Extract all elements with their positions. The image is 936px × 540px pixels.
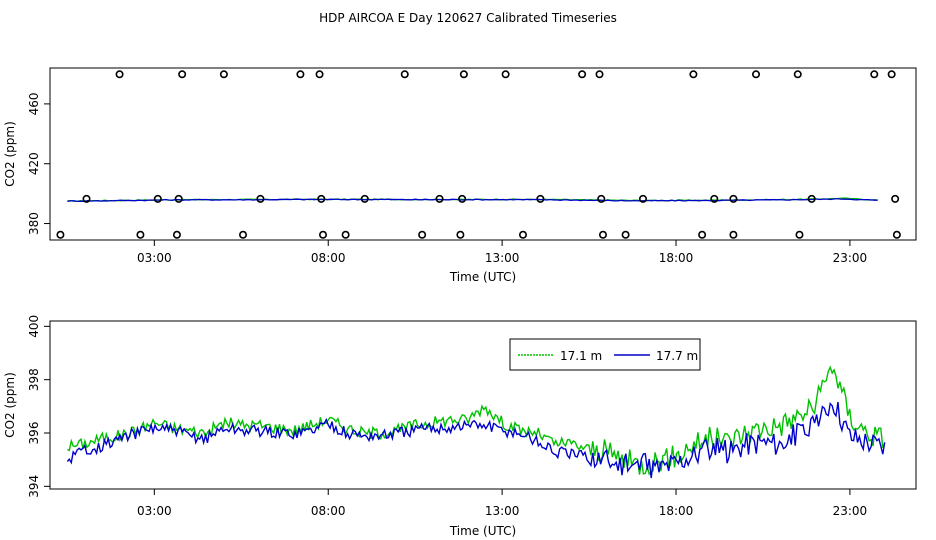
top-y-tick-label-2: 460 — [27, 92, 41, 115]
top-y-axis-label: CO2 (ppm) — [3, 121, 17, 187]
calibration-point-low-4 — [319, 230, 328, 239]
bottom-series-line-0 — [67, 365, 886, 476]
top-y-tick-label-1: 420 — [27, 152, 41, 175]
calibration-point-mid-5 — [360, 194, 369, 203]
calibration-point-high-8 — [578, 70, 587, 79]
calibration-point-low-8 — [518, 230, 527, 239]
calibration-point-low-10 — [621, 230, 630, 239]
legend-box — [509, 338, 701, 371]
bottom-y-tick-label-1: 396 — [27, 422, 41, 445]
calibration-point-low-12 — [729, 230, 738, 239]
bottom-y-axis: 394 396 398 400 — [27, 315, 50, 498]
calibration-point-high-6 — [459, 70, 468, 79]
calibration-point-low-9 — [598, 230, 607, 239]
calibration-point-high-7 — [501, 70, 510, 79]
calibration-point-low-2 — [172, 230, 181, 239]
calibration-point-low-1 — [136, 230, 145, 239]
calibration-point-high-9 — [595, 70, 604, 79]
bottom-chart-panel: 03:00 08:00 13:00 18:00 23:00 394 396 398 400 T… — [3, 315, 917, 538]
top-y-axis: 380 420 460 — [27, 92, 50, 235]
top-series-group — [67, 197, 878, 203]
legend-label-17-1m: 17.1 m — [560, 349, 602, 363]
calibration-point-mid-13 — [807, 194, 816, 203]
top-x-axis: 03:00 08:00 13:00 18:00 23:00 — [137, 240, 867, 265]
top-calibration-points — [56, 70, 901, 239]
bottom-y-tick-label-2: 398 — [27, 368, 41, 391]
calibration-point-mid-4 — [317, 194, 326, 203]
bottom-y-axis-label: CO2 (ppm) — [3, 372, 17, 438]
calibration-point-low-6 — [418, 230, 427, 239]
calibration-point-mid-2 — [174, 194, 183, 203]
calibration-point-mid-1 — [153, 194, 162, 203]
calibration-point-mid-14 — [891, 194, 900, 203]
bottom-x-axis-label: Time (UTC) — [449, 524, 516, 538]
bottom-plot-frame — [49, 320, 917, 490]
bottom-x-tick-label-3: 18:00 — [659, 504, 694, 518]
calibration-point-mid-6 — [435, 194, 444, 203]
page-title: HDP AIRCOA E Day 120627 Calibrated Times… — [319, 11, 617, 25]
calibration-point-low-7 — [456, 230, 465, 239]
top-x-tick-label-2: 13:00 — [485, 251, 520, 265]
calibration-point-mid-3 — [256, 194, 265, 203]
calibration-point-mid-10 — [638, 194, 647, 203]
legend-label-17-7m: 17.7 m — [656, 349, 698, 363]
calibration-point-high-2 — [219, 70, 228, 79]
calibration-point-high-1 — [178, 70, 187, 79]
bottom-x-axis: 03:00 08:00 13:00 18:00 23:00 — [137, 489, 867, 518]
calibration-point-mid-8 — [536, 194, 545, 203]
calibration-point-high-3 — [296, 70, 305, 79]
calibration-point-mid-12 — [729, 194, 738, 203]
calibration-point-high-10 — [689, 70, 698, 79]
bottom-x-tick-label-1: 08:00 — [311, 504, 346, 518]
calibration-point-low-14 — [892, 230, 901, 239]
calibration-point-low-13 — [795, 230, 804, 239]
bottom-x-tick-label-2: 13:00 — [485, 504, 520, 518]
top-y-tick-label-0: 380 — [27, 212, 41, 235]
top-x-tick-label-1: 08:00 — [311, 251, 346, 265]
top-x-tick-label-4: 23:00 — [833, 251, 868, 265]
calibration-point-mid-9 — [597, 194, 606, 203]
calibration-point-low-0 — [56, 230, 65, 239]
calibration-point-high-4 — [315, 70, 324, 79]
calibration-point-high-14 — [887, 70, 896, 79]
top-plot-frame — [49, 67, 917, 241]
bottom-series-group — [66, 365, 886, 479]
bottom-y-tick-label-3: 400 — [27, 315, 41, 338]
calibration-point-high-13 — [870, 70, 879, 79]
calibration-point-high-11 — [752, 70, 761, 79]
bottom-x-tick-label-0: 03:00 — [137, 504, 172, 518]
calibration-point-high-12 — [793, 70, 802, 79]
calibration-point-mid-11 — [710, 194, 719, 203]
calibration-point-low-5 — [341, 230, 350, 239]
top-x-tick-label-3: 18:00 — [659, 251, 694, 265]
calibration-point-low-3 — [239, 230, 248, 239]
calibration-point-low-11 — [698, 230, 707, 239]
legend: 17.1 m 17.7 m — [509, 338, 701, 371]
top-x-axis-label: Time (UTC) — [449, 270, 516, 284]
top-x-tick-label-0: 03:00 — [137, 251, 172, 265]
bottom-y-tick-label-0: 394 — [27, 475, 41, 498]
bottom-x-tick-label-4: 23:00 — [833, 504, 868, 518]
calibration-point-mid-7 — [458, 194, 467, 203]
top-series-line-1 — [67, 197, 878, 203]
bottom-series-line-1 — [66, 401, 886, 479]
calibration-point-high-5 — [400, 70, 409, 79]
calibration-point-mid-0 — [82, 194, 91, 203]
top-chart-panel: 03:00 08:00 13:00 18:00 23:00 380 420 460 Time… — [3, 67, 917, 284]
calibration-point-high-0 — [115, 70, 124, 79]
